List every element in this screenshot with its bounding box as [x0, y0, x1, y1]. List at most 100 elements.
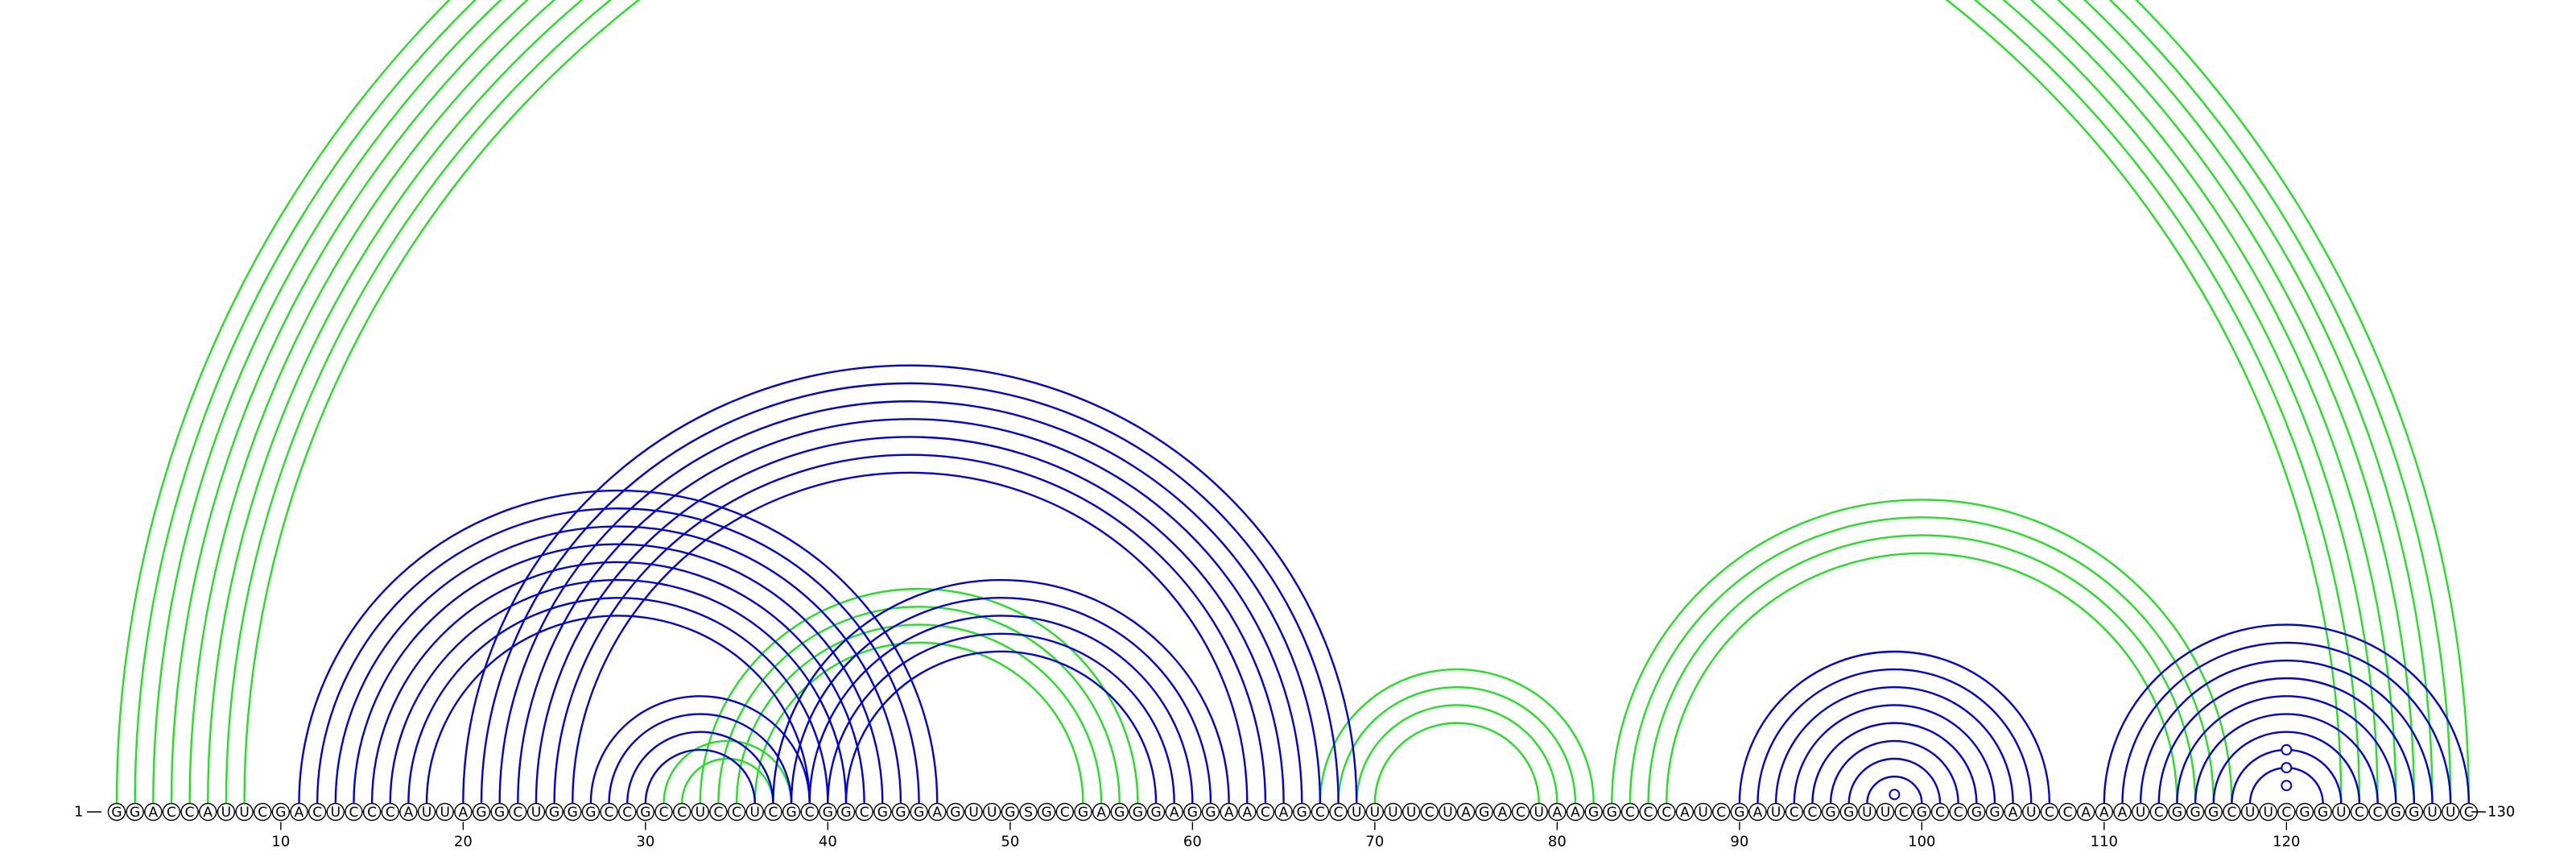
nucleotide-circle: [727, 802, 746, 822]
nucleotide-119: U: [2259, 802, 2277, 822]
nucleotide-49: U: [982, 802, 1001, 822]
nucleotide-letter: C: [1808, 805, 1818, 821]
nucleotide-letter: U: [1370, 805, 1380, 821]
nucleotide-letter: C: [513, 805, 522, 821]
nucleotide-126: G: [2387, 802, 2405, 822]
nucleotide-111: A: [2113, 802, 2132, 822]
nucleotide-64: C: [1256, 802, 1275, 822]
nucleotide-96: G: [1839, 802, 1858, 822]
nucleotide-circle: [254, 802, 272, 822]
blue-pair-arc-112-128: [2139, 659, 2434, 804]
nucleotide-circle: [2350, 802, 2369, 822]
nucleotide-88: U: [1694, 802, 1712, 822]
nucleotide-59: A: [1165, 802, 1183, 822]
nucleotide-45: G: [910, 802, 928, 822]
blue-pair-arc-18-39: [425, 615, 811, 804]
nucleotide-letter: U: [2336, 805, 2346, 821]
nucleotide-circle: [1748, 802, 1767, 822]
nucleotide-33: U: [691, 802, 709, 822]
green-pair-arc-69-80: [1356, 704, 1558, 804]
green-pair-arc-5-126: [188, 0, 2397, 804]
blue-pair-arc-114-126: [2176, 695, 2397, 804]
nucleotide-letter: C: [1790, 805, 1799, 821]
nucleotide-circle: [1675, 802, 1695, 822]
nucleotide-29: C: [618, 802, 637, 822]
nucleotide-letter: G: [1479, 805, 1489, 821]
nucleotide-letter: C: [1662, 805, 1671, 821]
nucleotide-circle: [2113, 802, 2132, 822]
nucleotide-23: C: [509, 802, 527, 822]
nucleotide-letter: G: [1187, 805, 1198, 821]
nucleotide-115: G: [2186, 802, 2205, 822]
nucleotide-1: G: [107, 802, 126, 822]
nucleotide-circle: [581, 802, 601, 822]
nucleotide-circle: [1584, 802, 1603, 822]
blue-pair-arc-116-124: [2212, 731, 2361, 804]
nucleotide-letter: G: [1826, 805, 1836, 821]
nucleotide-letter: C: [1261, 805, 1270, 821]
nucleotide-letter: A: [295, 805, 304, 821]
nucleotide-circle: [928, 802, 947, 822]
nucleotide-letter: G: [549, 805, 559, 821]
nucleotide-circle: [490, 802, 509, 822]
nucleotide-circle: [1001, 802, 1020, 822]
nucleotide-95: G: [1821, 802, 1840, 822]
nucleotide-circle: [2149, 802, 2169, 822]
nucleotide-circle: [436, 802, 454, 822]
nucleotide-circle: [308, 802, 327, 822]
nucleotide-letter: U: [1862, 805, 1872, 821]
nucleotide-letter: A: [459, 805, 469, 821]
nucleotide-letter: G: [111, 805, 122, 821]
nucleotide-circle: [1365, 802, 1385, 822]
nucleotide-letter: G: [1205, 805, 1216, 821]
nucleotide-123: U: [2332, 802, 2351, 822]
nucleotide-letter: C: [1954, 805, 1963, 821]
blue-pair-arc-113-127: [2157, 677, 2416, 804]
blue-pair-arc-22-67: [498, 400, 1322, 804]
nucleotide-letter: C: [1625, 805, 1635, 821]
nucleotide-circle: [855, 802, 873, 822]
tick-label-100: 100: [1908, 834, 1935, 851]
green-pair-arc-34-56: [717, 606, 1121, 804]
sequence-end-label: 130: [2487, 804, 2515, 821]
nucleotide-letter: G: [1133, 805, 1143, 821]
nucleotide-98: U: [1876, 802, 1895, 822]
nucleotide-letter: C: [2373, 805, 2383, 821]
nucleotide-circle: [1274, 802, 1293, 822]
nucleotide-125: C: [2368, 802, 2387, 822]
nucleotide-36: U: [745, 802, 764, 822]
nucleotide-40: G: [819, 802, 837, 822]
nucleotide-circle: [1201, 802, 1220, 822]
nucleotide-22: G: [490, 802, 509, 822]
tick-label-20: 20: [454, 834, 473, 851]
nucleotide-20: A: [454, 802, 473, 822]
nucleotide-circle: [2131, 802, 2150, 822]
nucleotide-117: C: [2223, 802, 2241, 822]
nucleotide-6: A: [199, 802, 217, 822]
nucleotide-letter: C: [1425, 805, 1435, 821]
nucleotide-letter: S: [1024, 805, 1033, 821]
nucleotide-52: G: [1037, 802, 1056, 822]
nucleotide-circle: [1894, 802, 1913, 822]
nucleotide-circle: [691, 802, 709, 822]
nucleotide-letter: G: [786, 805, 796, 821]
nucleotide-letter: A: [1096, 805, 1106, 821]
nucleotide-124: C: [2350, 802, 2369, 822]
blue-pair-arc-90-107: [1738, 650, 2051, 804]
nucleotide-circle: [2058, 802, 2077, 822]
nucleotide-circle: [1711, 802, 1731, 822]
nucleotide-circle: [1821, 802, 1840, 822]
nucleotide-letter: U: [2263, 805, 2273, 821]
nucleotide-circle: [1037, 802, 1056, 822]
nucleotide-75: A: [1456, 802, 1476, 822]
nucleotide-letter: C: [1716, 805, 1726, 821]
nucleotide-circle: [1730, 802, 1749, 822]
blue-pair-arc-23-66: [517, 418, 1303, 804]
nucleotide-97: U: [1858, 802, 1876, 822]
nucleotide-71: U: [1384, 802, 1402, 822]
nucleotide-77: A: [1493, 802, 1512, 822]
nucleotide-circle: [946, 802, 965, 822]
blue-pair-arc-20-69: [462, 364, 1358, 804]
nucleotide-circle: [1311, 802, 1330, 822]
